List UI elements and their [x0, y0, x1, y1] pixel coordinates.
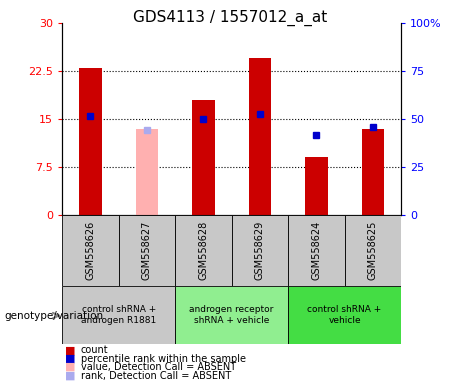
Text: androgen receptor
shRNA + vehicle: androgen receptor shRNA + vehicle	[189, 305, 274, 324]
Bar	[62, 286, 175, 344]
Bar	[192, 100, 215, 215]
Text: value, Detection Call = ABSENT: value, Detection Call = ABSENT	[81, 362, 236, 372]
Bar	[248, 58, 271, 215]
Text: ■: ■	[65, 354, 75, 364]
Text: ■: ■	[65, 371, 75, 381]
Text: GSM558627: GSM558627	[142, 221, 152, 280]
Bar	[361, 129, 384, 215]
Bar	[118, 215, 175, 286]
Text: genotype/variation: genotype/variation	[5, 311, 104, 321]
Text: control shRNA +
vehicle: control shRNA + vehicle	[307, 305, 382, 324]
Text: GSM558624: GSM558624	[311, 221, 321, 280]
Bar	[79, 68, 102, 215]
Text: percentile rank within the sample: percentile rank within the sample	[81, 354, 246, 364]
Text: GSM558626: GSM558626	[85, 221, 95, 280]
Text: GSM558628: GSM558628	[198, 221, 208, 280]
Bar	[288, 286, 401, 344]
Bar	[231, 215, 288, 286]
Bar	[305, 157, 328, 215]
Bar	[288, 215, 344, 286]
Text: rank, Detection Call = ABSENT: rank, Detection Call = ABSENT	[81, 371, 231, 381]
Text: GSM558629: GSM558629	[255, 221, 265, 280]
Text: ■: ■	[65, 345, 75, 355]
Bar	[175, 286, 288, 344]
Bar	[344, 215, 401, 286]
Text: ■: ■	[65, 362, 75, 372]
Text: GDS4113 / 1557012_a_at: GDS4113 / 1557012_a_at	[133, 10, 328, 26]
Text: GSM558625: GSM558625	[368, 221, 378, 280]
Text: control shRNA +
androgen R1881: control shRNA + androgen R1881	[81, 305, 156, 324]
Text: count: count	[81, 345, 108, 355]
Bar	[62, 215, 118, 286]
Bar	[175, 215, 231, 286]
Bar	[136, 129, 158, 215]
